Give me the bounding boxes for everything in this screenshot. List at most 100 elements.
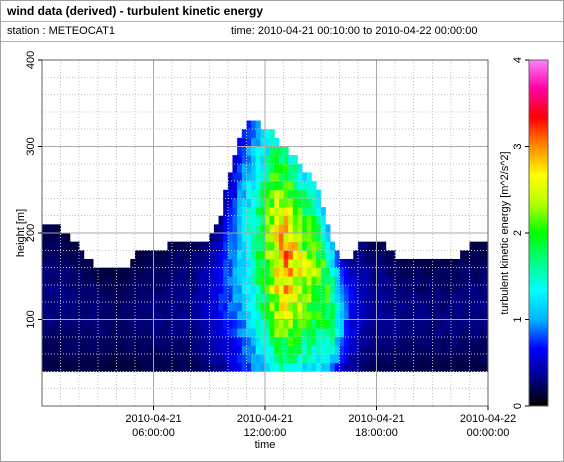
heatmap-cell: [371, 293, 377, 303]
heatmap-cell: [427, 267, 433, 277]
heatmap-cell: [325, 328, 331, 338]
colorbar-tick-label: 3: [512, 143, 524, 149]
heatmap-cell: [162, 258, 168, 268]
heatmap-cell: [427, 354, 433, 364]
heatmap-cell: [302, 336, 308, 346]
heatmap-cell: [334, 258, 340, 268]
heatmap-cell: [186, 302, 192, 312]
heatmap-cell: [330, 258, 336, 268]
heatmap-cell: [278, 267, 284, 277]
heatmap-cell: [241, 146, 247, 156]
heatmap-cell: [176, 293, 182, 303]
heatmap-cell: [79, 267, 85, 277]
heatmap-cell: [176, 241, 182, 251]
heatmap-cell: [255, 129, 261, 139]
heatmap-cell: [232, 163, 238, 173]
heatmap-cell: [343, 345, 350, 355]
heatmap-cell: [302, 319, 308, 329]
heatmap-cell: [381, 345, 387, 355]
heatmap-cell: [144, 284, 150, 294]
heatmap-cell: [204, 267, 210, 277]
heatmap-cell: [330, 241, 336, 251]
heatmap-cell: [432, 319, 438, 329]
heatmap-cell: [190, 276, 196, 286]
heatmap-cell: [316, 284, 322, 294]
heatmap-cell: [311, 276, 317, 286]
heatmap-cell: [255, 155, 261, 165]
heatmap-cell: [339, 267, 345, 277]
heatmap-cell: [176, 258, 182, 268]
heatmap-cell: [362, 250, 368, 260]
heatmap-cell: [260, 302, 266, 312]
heatmap-cell: [334, 276, 340, 286]
heatmap-cell: [362, 293, 368, 303]
heatmap-cell: [237, 310, 243, 320]
heatmap-cell: [269, 155, 275, 165]
heatmap-cell: [209, 241, 215, 251]
heatmap-cell: [330, 336, 336, 346]
heatmap-cell: [385, 293, 391, 303]
heatmap-cell: [195, 310, 201, 320]
heatmap-cell: [316, 215, 322, 225]
heatmap-cell: [237, 258, 243, 268]
heatmap-cell: [172, 336, 178, 346]
heatmap-cell: [69, 250, 75, 260]
heatmap-cell: [186, 250, 192, 260]
heatmap-cell: [213, 293, 219, 303]
heatmap-cell: [422, 284, 429, 294]
heatmap-cell: [278, 302, 284, 312]
heatmap-cell: [311, 181, 317, 191]
heatmap-cell: [427, 310, 433, 320]
time-range-label: time: 2010-04-21 00:10:00 to 2010-04-22 …: [231, 25, 478, 37]
heatmap-cell: [353, 310, 359, 320]
heatmap-cell: [395, 267, 401, 277]
heatmap-cell: [88, 345, 94, 355]
heatmap-cell: [283, 172, 289, 182]
heatmap-cell: [339, 258, 345, 268]
heatmap-cell: [339, 284, 345, 294]
heatmap-cell: [209, 336, 215, 346]
heatmap-cell: [455, 267, 461, 277]
heatmap-cell: [353, 362, 359, 372]
heatmap-cell: [325, 345, 331, 355]
heatmap-cell: [241, 362, 247, 372]
heatmap-cell: [446, 362, 452, 372]
heatmap-cell: [469, 293, 475, 303]
heatmap-cell: [42, 267, 48, 277]
heatmap-cell: [274, 276, 280, 286]
heatmap-cell: [120, 319, 127, 329]
heatmap-cell: [474, 276, 480, 286]
heatmap-cell: [376, 328, 382, 338]
heatmap-cell: [306, 284, 312, 294]
heatmap-cell: [232, 267, 238, 277]
heatmap-cell: [404, 354, 410, 364]
heatmap-cell: [213, 362, 219, 372]
heatmap-cell: [302, 284, 308, 294]
heatmap-cell: [269, 137, 275, 147]
heatmap-cell: [446, 319, 452, 329]
heatmap-cell: [269, 129, 275, 139]
heatmap-cell: [348, 258, 354, 268]
heatmap-cell: [79, 276, 85, 286]
heatmap-cell: [232, 310, 238, 320]
heatmap-cell: [330, 250, 336, 260]
heatmap-cell: [306, 233, 312, 243]
heatmap-cell: [79, 250, 85, 260]
heatmap-cell: [269, 293, 275, 303]
heatmap-cell: [316, 224, 322, 234]
heatmap-cell: [65, 319, 71, 329]
heatmap-cell: [158, 284, 164, 294]
heatmap-cell: [302, 172, 308, 182]
heatmap-cell: [255, 293, 261, 303]
heatmap-cell: [483, 354, 488, 364]
heatmap-cell: [79, 336, 85, 346]
heatmap-cell: [320, 267, 326, 277]
heatmap-cell: [79, 293, 85, 303]
heatmap-cell: [260, 155, 266, 165]
heatmap-cell: [283, 233, 289, 243]
heatmap-cell: [446, 336, 452, 346]
heatmap-cell: [153, 354, 159, 364]
heatmap-cell: [265, 336, 271, 346]
heatmap-cell: [111, 284, 117, 294]
heatmap-cell: [306, 207, 312, 217]
